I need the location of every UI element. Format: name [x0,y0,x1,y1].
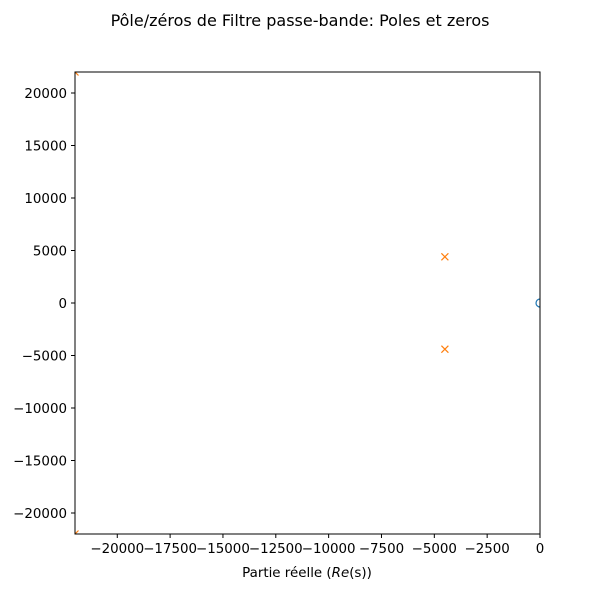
y-tick-label: −5000 [22,350,67,365]
data-marks [75,72,540,534]
y-tick-label: −20000 [13,507,67,522]
y-tick-label: 10000 [24,192,67,207]
x-tick-label: 0 [536,542,545,557]
chart-title: Pôle/zéros de Filtre passe-bande: Poles … [111,11,490,30]
x-axis-label-suffix: (s)) [349,566,372,581]
x-tick-label: −17500 [143,542,197,557]
x-tick-label: −12500 [249,542,303,557]
x-tick-label: −20000 [90,542,144,557]
x-tick-label: −5000 [412,542,457,557]
axis-ticks: −20000 −17500 −15000 −12500 −10000 −7500 −5000… [13,87,544,557]
y-tick-label: −15000 [13,455,67,470]
pole-marker [75,530,79,534]
zero-marker [535,298,540,308]
x-tick-label: −2500 [465,542,510,557]
y-tick-label: 20000 [24,87,67,102]
x-axis-label-prefix: Partie réelle ( [242,565,332,581]
plot-area [75,72,540,534]
x-axis-label-math: Re [332,566,350,581]
y-tick-label: 0 [58,297,67,312]
y-tick-label: −10000 [13,402,67,417]
plot-frame [74,71,541,535]
x-axis-label: Partie réelle (Re(s)) [242,565,372,581]
pole-marker [440,345,449,354]
x-tick-label: −15000 [196,542,250,557]
x-tick-label: −10000 [302,542,356,557]
pole-marker [75,72,79,76]
pole-marker [440,252,449,261]
x-tick-label: −7500 [359,542,404,557]
y-tick-label: 15000 [24,140,67,155]
y-tick-label: 5000 [33,245,67,260]
